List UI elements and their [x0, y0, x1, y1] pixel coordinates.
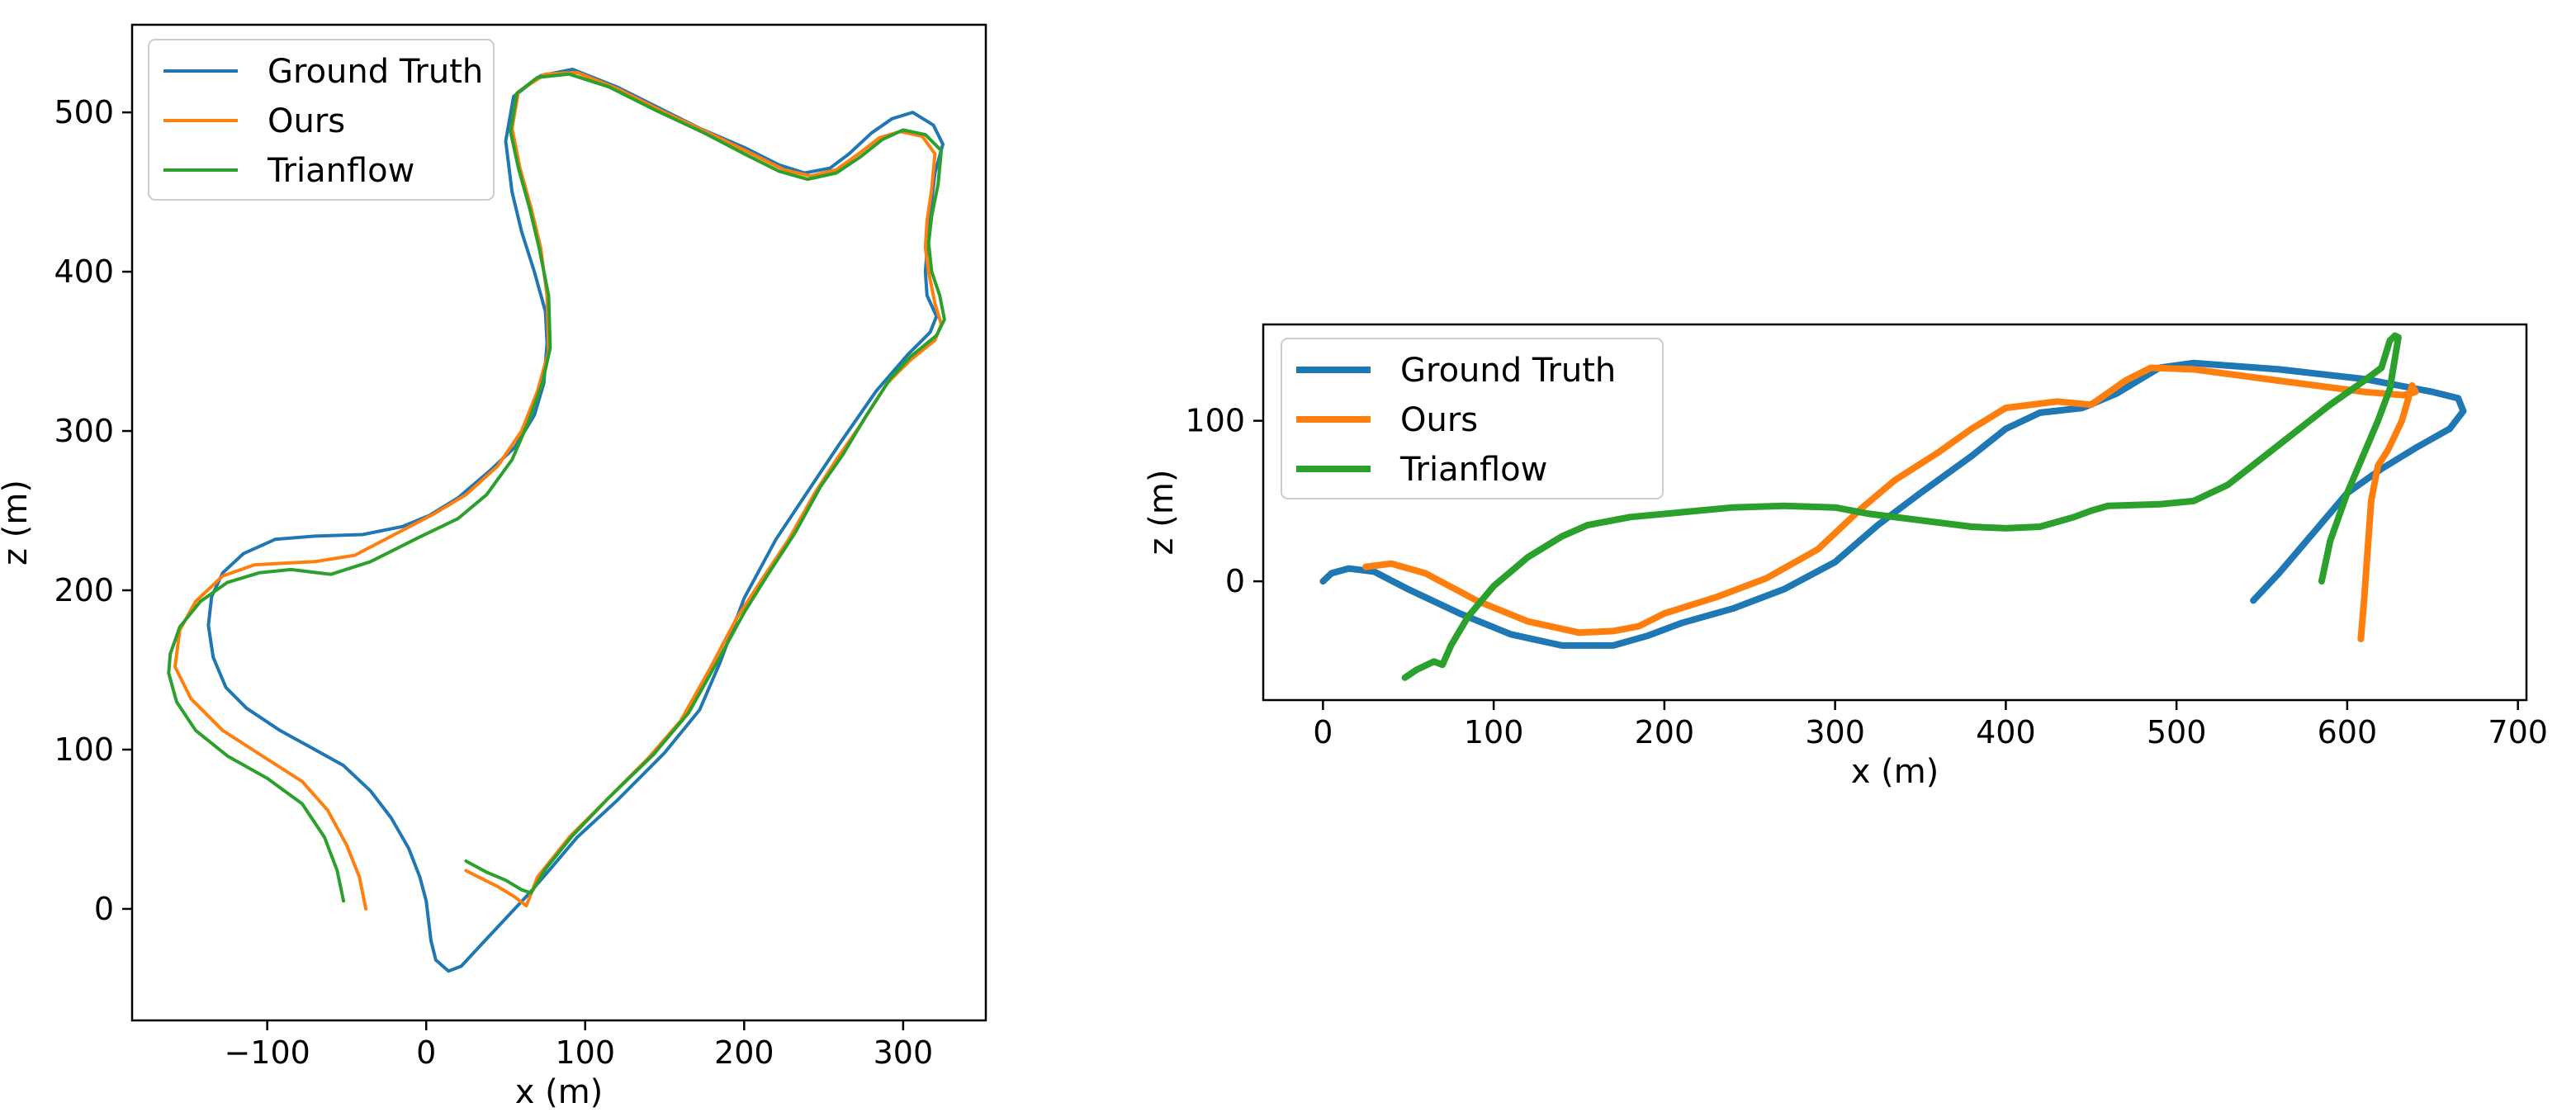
series-line-2	[1362, 364, 2419, 643]
y-axis-label: z (m)	[1143, 470, 1181, 556]
x-tick-label: 200	[1635, 714, 1695, 750]
y-tick-label: 0	[1225, 563, 1245, 599]
y-axis-label: z (m)	[0, 480, 35, 566]
x-axis-label: x (m)	[1851, 753, 1939, 791]
x-tick-label: 100	[556, 1034, 616, 1071]
series-line-3	[1401, 332, 2402, 681]
x-tick-label: 0	[416, 1034, 436, 1071]
legend-box	[1281, 338, 1664, 499]
x-tick-label: 300	[1805, 714, 1865, 750]
x-tick-label: 500	[2147, 714, 2207, 750]
legend-label: Ground Truth	[1400, 352, 1616, 390]
axes-frame	[130, 23, 987, 1022]
y-tick-label: 0	[94, 891, 114, 927]
legend: Ground Truth Ours Trianflow	[1281, 338, 1664, 499]
chart-2: 0 100 200 300 400 500 600 700 0 100 x (m) z (m) Grou…	[1143, 323, 2548, 791]
x-tick-label: 600	[2318, 714, 2378, 750]
y-tick-label: 200	[54, 572, 114, 608]
series-line-1	[206, 68, 945, 973]
y-tick-label: 500	[54, 94, 114, 130]
legend-label: Trianflow	[267, 152, 414, 190]
x-tick-label: 200	[714, 1034, 774, 1071]
x-tick-label: −100	[224, 1034, 310, 1071]
x-tick-label: 0	[1313, 714, 1333, 750]
x-tick-label: 300	[874, 1034, 934, 1071]
legend-label: Trianflow	[1399, 451, 1547, 489]
x-axis-label: x (m)	[515, 1073, 604, 1111]
legend-box	[148, 39, 495, 201]
legend-label: Ours	[268, 102, 345, 140]
x-tick-label: 100	[1464, 714, 1524, 750]
series-line-3	[167, 72, 946, 903]
series-line-1	[1319, 359, 2467, 649]
legend: Ground Truth Ours Trianflow	[148, 39, 495, 201]
y-tick-label: 300	[54, 413, 114, 449]
x-tick-label: 400	[1976, 714, 2036, 750]
axes-frame	[1262, 323, 2528, 702]
y-tick-label: 100	[54, 731, 114, 768]
chart-1: −100 0 100 200 300 0 100 200 300 400 500 x (m) z (m)…	[0, 23, 987, 1111]
y-tick-label: 400	[54, 253, 114, 290]
legend-label: Ours	[1400, 401, 1478, 439]
legend-label: Ground Truth	[268, 53, 483, 91]
series-line-2	[173, 70, 944, 911]
y-tick-label: 100	[1185, 403, 1245, 439]
x-tick-label: 700	[2488, 714, 2548, 750]
